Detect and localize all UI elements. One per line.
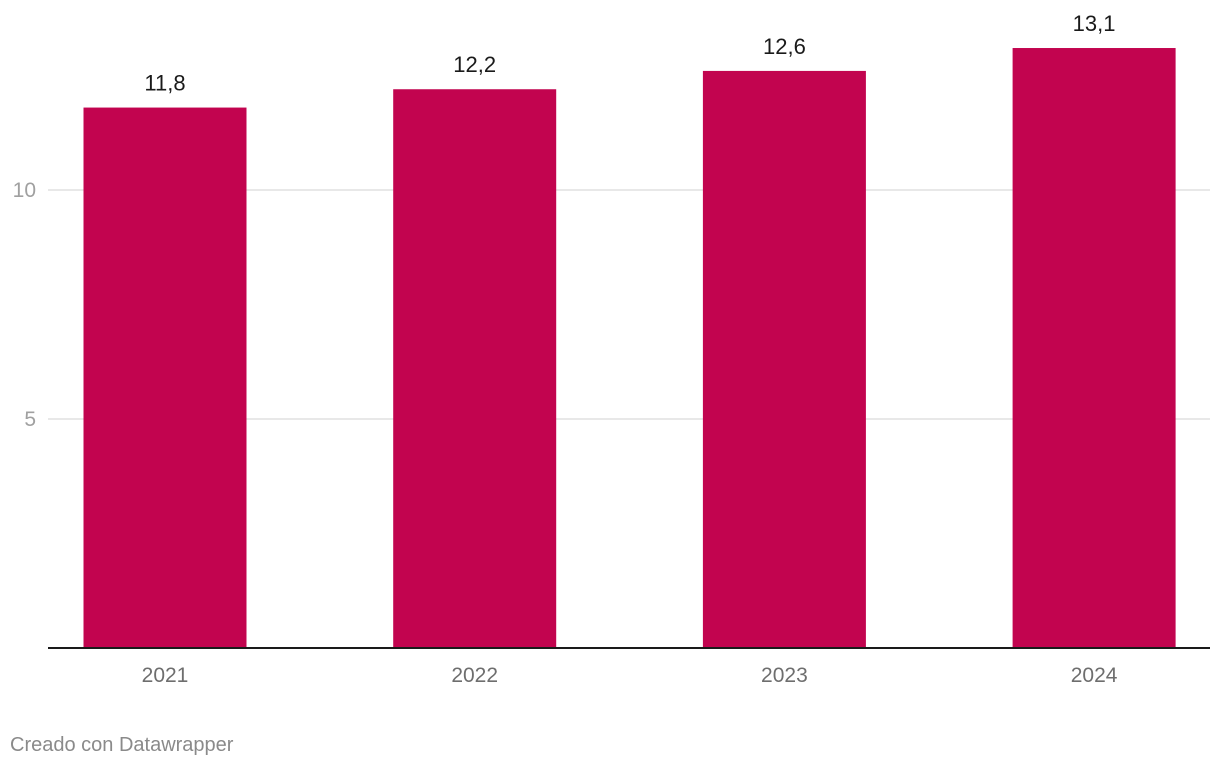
x-axis-ticks: 2021 2022 2023 2024 bbox=[142, 664, 1118, 687]
value-label-2024: 13,1 bbox=[1073, 11, 1116, 36]
bar-chart: 5 10 11,8 12,2 12,6 13,1 2021 2022 2023 2024 bbox=[13, 11, 1210, 687]
bar-2021 bbox=[83, 107, 247, 648]
x-tick-label-2022: 2022 bbox=[451, 664, 498, 687]
bar-2024 bbox=[1012, 48, 1176, 648]
y-tick-label: 5 bbox=[24, 408, 36, 431]
value-labels: 11,8 12,2 12,6 13,1 bbox=[144, 11, 1115, 96]
value-label-2023: 12,6 bbox=[763, 34, 806, 59]
x-tick-label-2021: 2021 bbox=[142, 664, 189, 687]
x-tick-label-2024: 2024 bbox=[1071, 664, 1118, 687]
y-tick-label: 10 bbox=[13, 179, 36, 202]
value-label-2021: 11,8 bbox=[144, 71, 185, 96]
y-axis-ticks: 5 10 bbox=[13, 179, 36, 431]
credit-text: Creado con Datawrapper bbox=[10, 734, 234, 756]
bars bbox=[83, 48, 1176, 649]
bar-2022 bbox=[393, 89, 557, 649]
value-label-2022: 12,2 bbox=[453, 52, 496, 77]
x-tick-label-2023: 2023 bbox=[761, 664, 808, 687]
bar-2023 bbox=[702, 70, 866, 649]
